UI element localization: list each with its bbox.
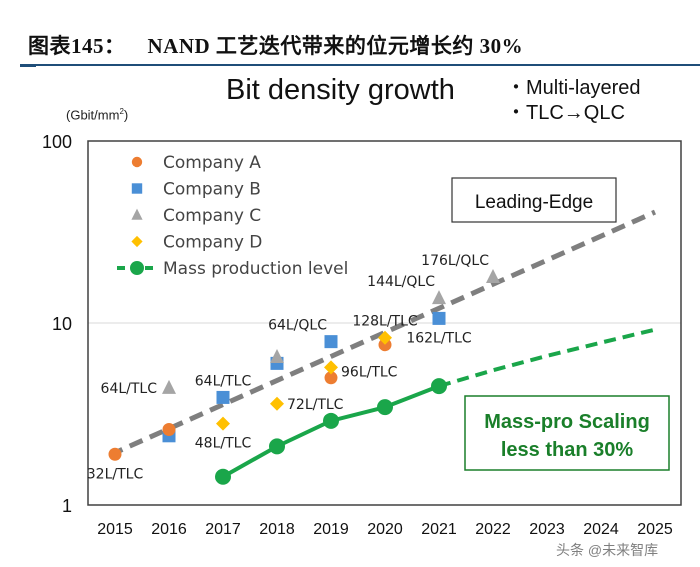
legend-label: Company D	[163, 233, 262, 253]
title-rule	[20, 64, 700, 66]
mass-pro-label: less than 30%	[501, 439, 634, 461]
legend-label: Company C	[163, 206, 261, 226]
x-tick-label: 2023	[529, 521, 565, 538]
legend-label: Company A	[163, 153, 261, 173]
y-tick-label: 10	[52, 314, 72, 334]
mass-production-point	[377, 399, 393, 416]
chart-title: Bit density growth	[226, 74, 455, 106]
x-tick-label: 2025	[637, 521, 673, 538]
bullet-item: ・TLC→QLC	[506, 102, 625, 124]
point-label: 96L/TLC	[341, 365, 398, 381]
mass-pro-label: Mass-pro Scaling	[484, 411, 650, 433]
figure-title: 图表145： NAND 工艺迭代带来的位元增长约 30%	[28, 30, 523, 60]
company-c-point	[432, 290, 446, 305]
bullet-item: ・Multi-layered	[506, 77, 641, 99]
point-label: 32L/TLC	[87, 466, 144, 482]
x-tick-label: 2020	[367, 521, 403, 538]
y-tick-label: 100	[42, 132, 72, 152]
y-tick-label: 1	[62, 496, 72, 516]
x-tick-label: 2018	[259, 521, 295, 538]
mass-production-point	[431, 378, 447, 395]
company-a-point	[108, 447, 122, 461]
y-axis-unit: (Gbit/mm2)	[66, 107, 129, 123]
point-label: 144L/QLC	[367, 274, 435, 290]
x-tick-label: 2019	[313, 521, 349, 538]
legend-label: Company B	[163, 180, 261, 200]
x-tick-label: 2016	[151, 521, 187, 538]
figure-title-text: NAND 工艺迭代带来的位元增长约 30%	[147, 34, 524, 58]
legend-circle-icon	[130, 261, 144, 275]
point-label: 64L/QLC	[268, 318, 327, 334]
company-c-point	[270, 349, 284, 364]
company-d-point	[270, 396, 284, 411]
legend-square-icon	[131, 183, 143, 194]
watermark: 头条 @未来智库	[556, 542, 659, 558]
point-label: 48L/TLC	[195, 436, 252, 452]
company-d-point	[216, 416, 230, 431]
x-tick-label: 2021	[421, 521, 457, 538]
company-a-point	[324, 371, 338, 385]
plot-frame	[87, 140, 682, 506]
point-label: 72L/TLC	[287, 397, 344, 413]
company-b-point	[216, 390, 230, 404]
x-tick-label: 2017	[205, 521, 241, 538]
legend-circle-icon	[131, 156, 143, 168]
title-rule-accent	[20, 64, 36, 67]
mass-production-point	[269, 438, 285, 455]
company-d-point	[324, 360, 338, 375]
x-tick-label: 2024	[583, 521, 619, 538]
point-label: 176L/QLC	[421, 253, 489, 269]
legend-diamond-icon	[131, 235, 143, 248]
leading-edge-box	[451, 177, 617, 223]
company-b-point	[324, 335, 338, 349]
company-d-point	[378, 330, 392, 345]
point-label: 128L/TLC	[352, 314, 418, 330]
mass-production-point	[215, 468, 231, 485]
chart-bullets: ・Multi-layered ・TLC→QLC	[506, 76, 640, 126]
company-c-point	[486, 268, 500, 283]
legend-label: Mass production level	[163, 259, 348, 279]
company-a-point	[162, 422, 176, 436]
mass-production-point	[323, 412, 339, 429]
x-tick-label: 2015	[97, 521, 133, 538]
x-tick-label: 2022	[475, 521, 511, 538]
leading-edge-label: Leading-Edge	[475, 192, 593, 213]
company-b-point	[432, 311, 446, 325]
point-label: 162L/TLC	[406, 330, 472, 346]
mass-pro-box	[464, 395, 670, 471]
company-c-point	[162, 379, 176, 394]
point-label: 64L/TLC	[195, 373, 252, 389]
point-label: 64L/TLC	[101, 381, 158, 397]
figure-number: 图表145：	[28, 34, 126, 58]
legend-triangle-icon	[131, 208, 143, 220]
